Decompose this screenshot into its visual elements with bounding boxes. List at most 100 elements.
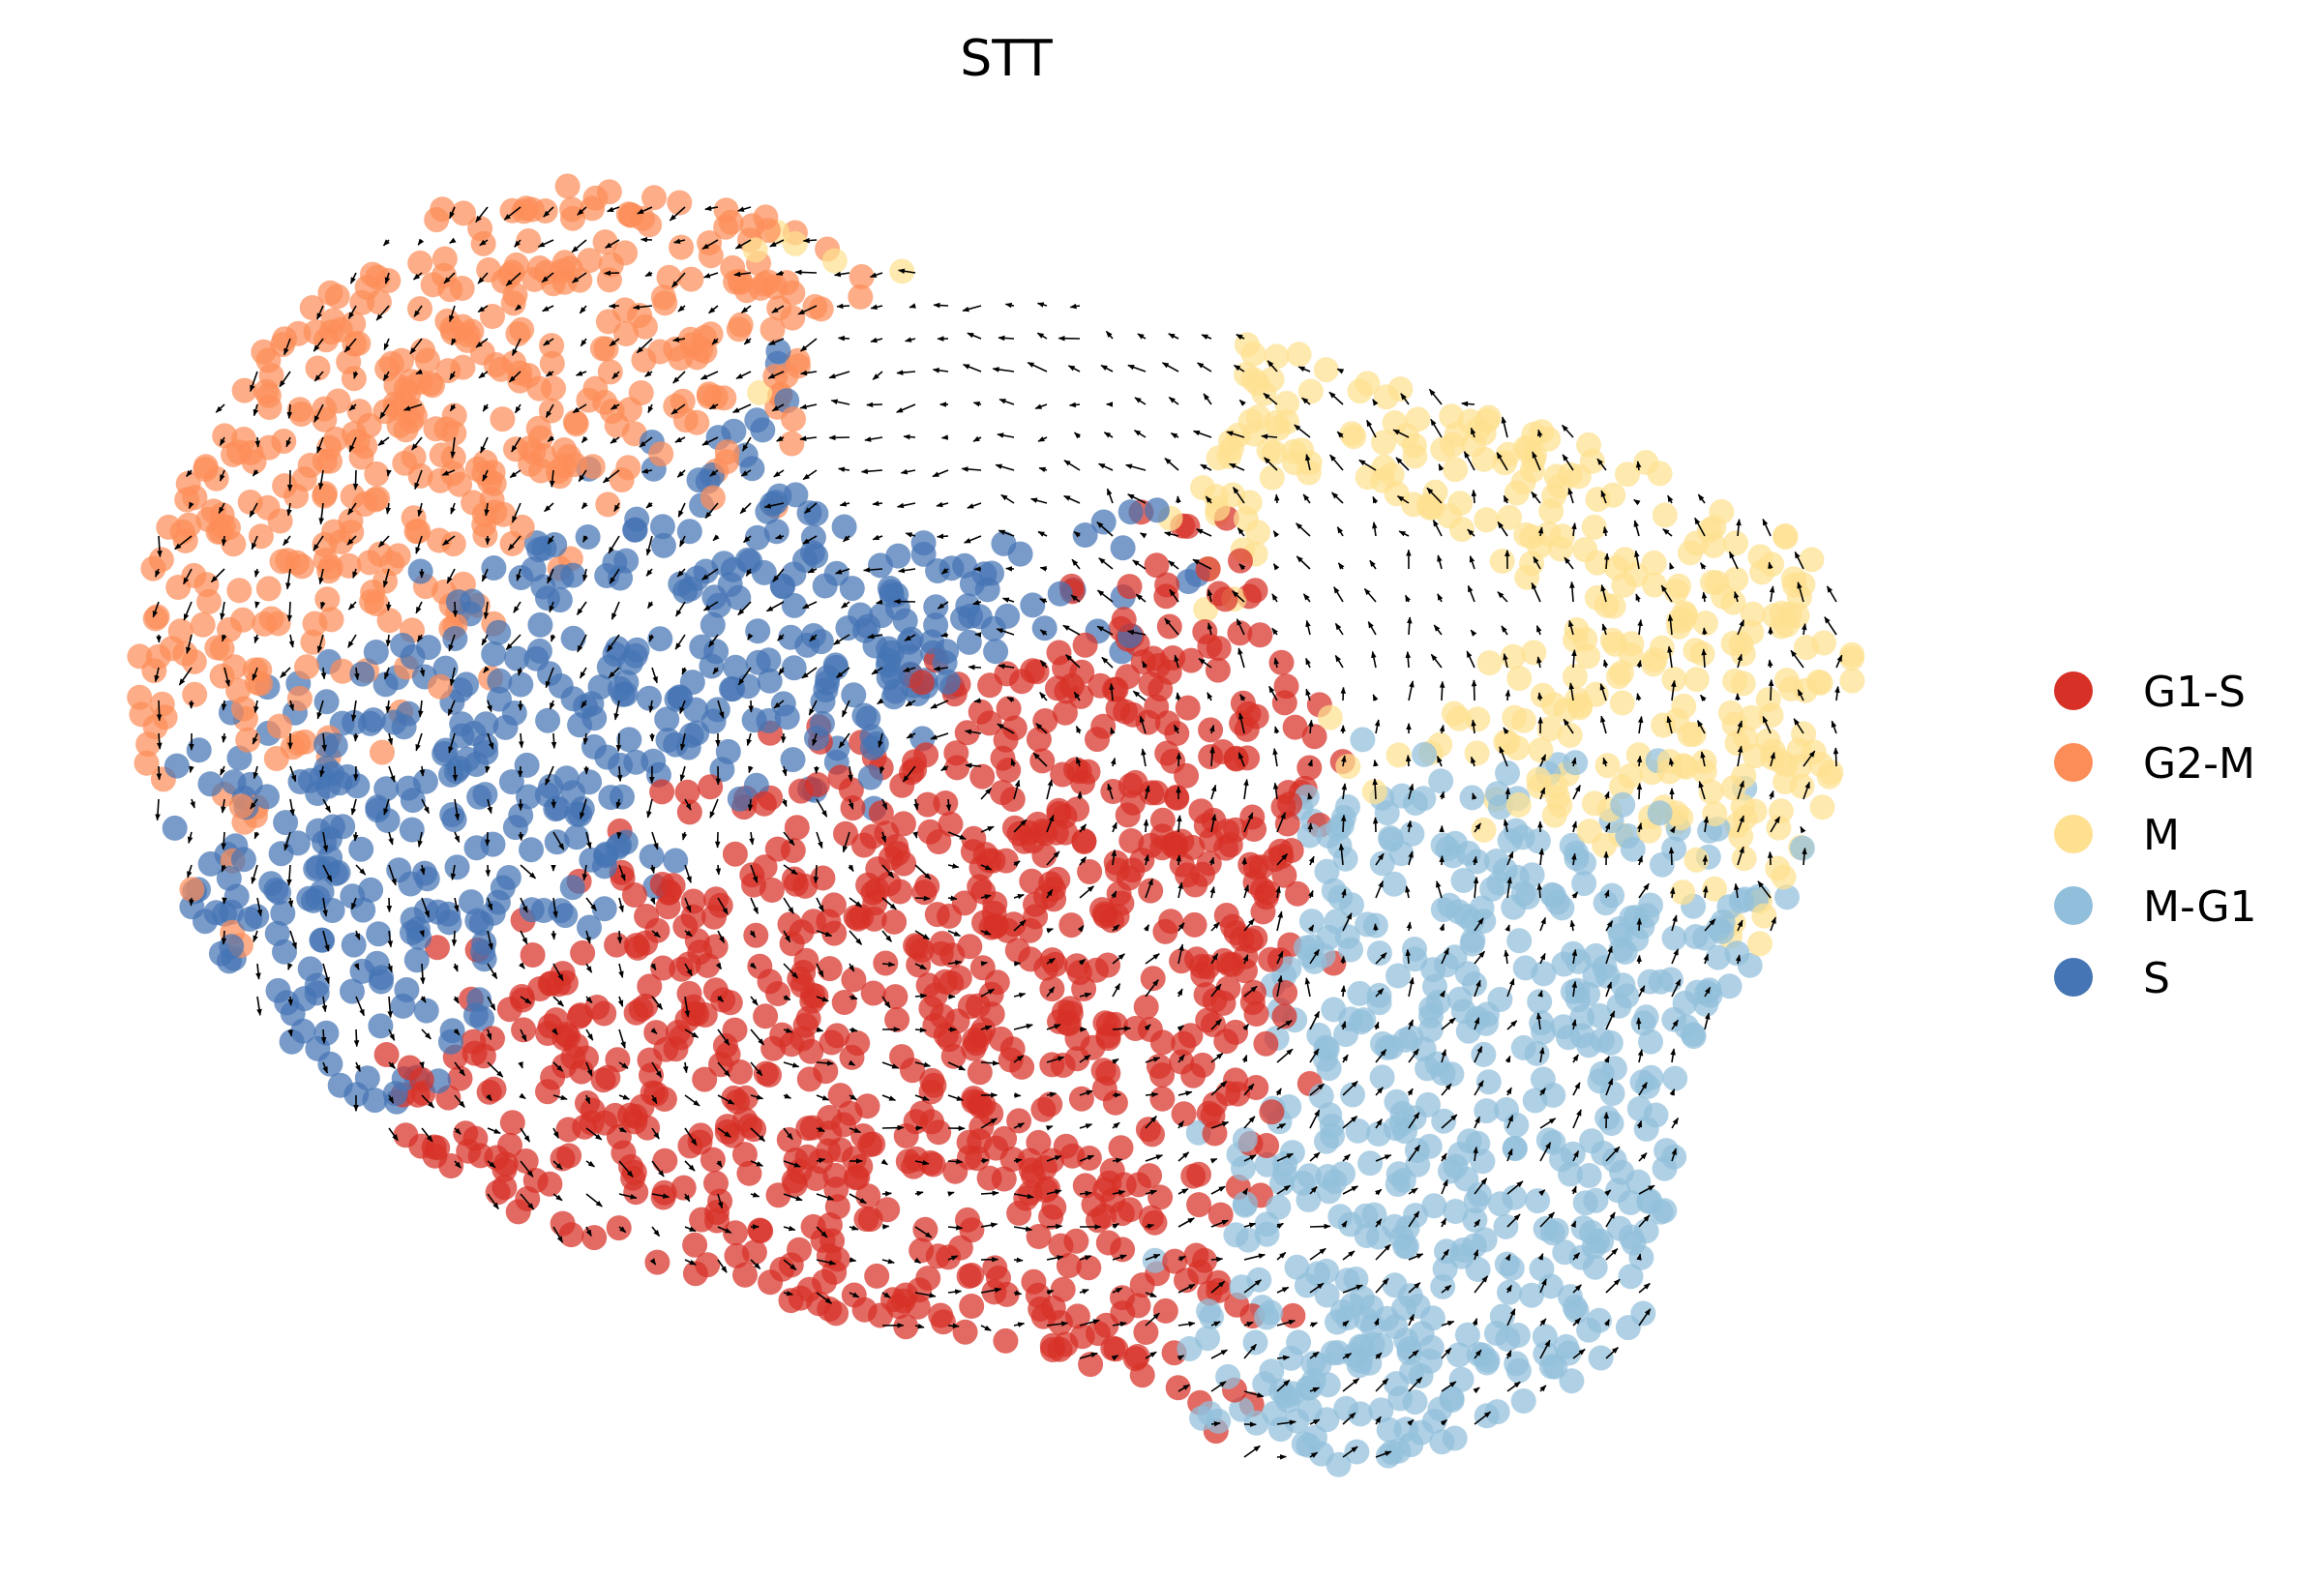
velocity-arrow — [947, 895, 958, 902]
velocity-arrow — [937, 533, 949, 540]
cell-point-g1-s — [1216, 951, 1242, 977]
cell-point-g1-s — [1032, 708, 1058, 733]
velocity-arrow — [349, 272, 357, 284]
cell-point-m — [1723, 566, 1749, 592]
cell-point-m — [1510, 469, 1536, 495]
cell-point-g2-m — [348, 444, 374, 470]
velocity-arrow — [881, 1258, 895, 1265]
cell-point-m-g1 — [1509, 824, 1535, 850]
velocity-arrow — [972, 401, 982, 407]
cell-point-m-g1 — [1376, 1416, 1402, 1443]
cell-point-m — [1746, 931, 1773, 957]
velocity-arrow — [813, 864, 819, 884]
velocity-arrow — [487, 1127, 501, 1135]
velocity-arrow — [585, 1193, 603, 1207]
cell-point-g2-m — [562, 409, 588, 435]
cell-point-s — [959, 571, 985, 597]
cell-point-s — [221, 769, 247, 795]
velocity-arrow — [903, 433, 916, 440]
cell-point-m-g1 — [1370, 1030, 1395, 1057]
cell-point-m-g1 — [1582, 1254, 1608, 1280]
cell-point-g1-s — [1021, 1268, 1047, 1295]
velocity-arrow — [880, 1158, 888, 1166]
cell-point-m — [1502, 704, 1528, 730]
cell-point-g1-s — [1282, 714, 1308, 740]
cell-point-g1-s — [604, 932, 630, 958]
cell-point-m-g1 — [1312, 1046, 1338, 1072]
cell-point-m-g1 — [1314, 1258, 1340, 1284]
cell-point-g2-m — [314, 586, 341, 612]
cell-point-s — [197, 771, 223, 797]
velocity-arrow — [1112, 1058, 1119, 1065]
cell-point-g1-s — [425, 935, 450, 961]
cell-point-m — [1536, 716, 1563, 742]
cell-point-m-g1 — [1475, 1001, 1500, 1028]
velocity-arrow — [674, 634, 686, 650]
velocity-arrow — [1834, 685, 1840, 701]
cell-point-g2-m — [360, 580, 386, 605]
velocity-arrow — [848, 864, 854, 873]
cell-point-m — [1220, 482, 1246, 508]
cell-point-g1-s — [909, 670, 935, 696]
cell-point-g2-m — [366, 289, 392, 315]
cell-point-g1-s — [595, 1064, 621, 1090]
velocity-arrow — [1536, 692, 1543, 701]
cell-point-g2-m — [779, 431, 805, 457]
cell-point-s — [265, 977, 291, 1003]
velocity-arrow — [1305, 688, 1311, 701]
velocity-arrow — [735, 371, 752, 380]
cell-point-s — [519, 837, 544, 863]
cell-point-g1-s — [914, 873, 940, 899]
velocity-arrow — [221, 732, 227, 743]
cell-point-g1-s — [841, 1146, 867, 1172]
cell-point-s — [486, 619, 512, 645]
cell-point-m — [1651, 712, 1677, 738]
cell-point-m — [1489, 549, 1515, 574]
cell-point-g2-m — [490, 406, 516, 432]
velocity-arrow — [1132, 559, 1147, 570]
velocity-arrow — [1430, 418, 1443, 438]
cell-point-g1-s — [467, 1143, 493, 1169]
velocity-arrow — [1176, 495, 1181, 504]
velocity-arrow — [519, 962, 525, 969]
cell-point-g2-m — [341, 311, 367, 337]
cell-point-g1-s — [817, 956, 843, 982]
velocity-arrow — [1769, 790, 1774, 800]
velocity-arrow — [905, 337, 916, 343]
cell-point-g2-m — [272, 326, 298, 352]
cell-point-m-g1 — [1601, 1056, 1627, 1082]
cell-point-m — [1818, 760, 1844, 786]
cell-point-s — [956, 629, 982, 655]
velocity-arrow — [1340, 814, 1347, 833]
velocity-arrow — [1241, 856, 1247, 866]
cell-point-g1-s — [563, 1032, 589, 1058]
velocity-arrow — [677, 305, 686, 313]
cell-point-g2-m — [560, 205, 585, 231]
cell-point-g1-s — [769, 1256, 795, 1282]
cell-point-m — [1540, 692, 1566, 718]
cell-point-m — [1594, 753, 1621, 779]
cell-point-s — [919, 629, 945, 655]
velocity-arrow — [1408, 680, 1415, 701]
cell-point-m-g1 — [1638, 1064, 1664, 1090]
velocity-arrow — [1638, 1152, 1648, 1162]
cell-point-s — [676, 519, 702, 545]
velocity-arrow — [737, 206, 752, 212]
velocity-arrow — [972, 435, 982, 442]
cell-point-m — [1661, 667, 1687, 692]
velocity-arrow — [1013, 992, 1027, 999]
velocity-arrow — [1238, 399, 1246, 406]
cell-point-m — [1538, 498, 1564, 524]
velocity-arrow — [256, 996, 262, 1016]
cell-point-s — [647, 626, 673, 652]
velocity-arrow — [1037, 435, 1048, 442]
cell-point-g1-s — [881, 909, 908, 935]
cell-point-s — [303, 856, 329, 881]
cell-point-s — [508, 671, 534, 698]
cell-point-s — [1090, 509, 1117, 535]
cell-point-s — [444, 854, 470, 880]
cell-point-m — [1441, 701, 1467, 727]
cell-point-g1-s — [909, 1100, 936, 1126]
velocity-arrow — [286, 601, 293, 622]
cell-point-g1-s — [864, 1263, 890, 1289]
